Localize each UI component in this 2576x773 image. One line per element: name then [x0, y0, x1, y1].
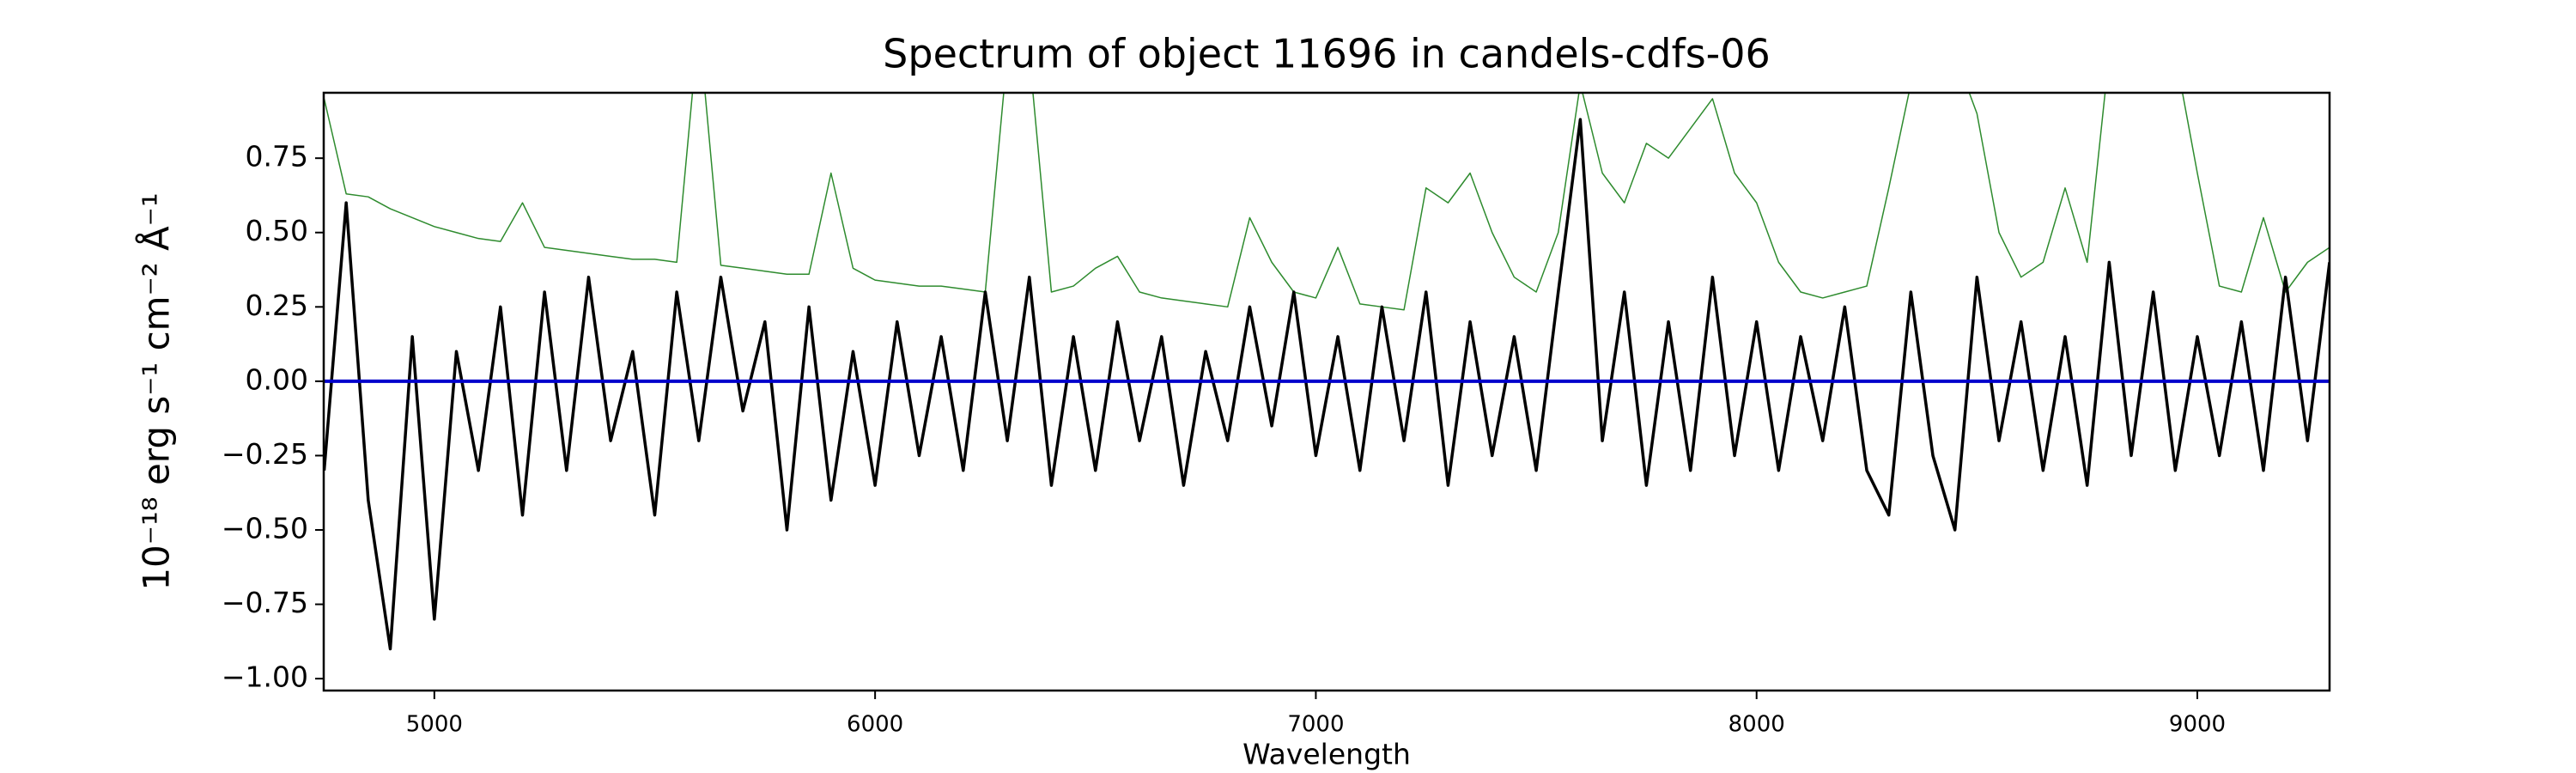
y-tick-label: 0.00	[246, 362, 308, 396]
y-tick-label: −1.00	[222, 660, 308, 694]
x-tick-label: 8000	[1728, 712, 1785, 738]
x-tick-label: 5000	[406, 712, 463, 738]
y-tick-label: 0.50	[246, 214, 308, 247]
x-tick-label: 9000	[2169, 712, 2226, 738]
y-tick-label: −0.25	[222, 437, 308, 471]
chart-title: Spectrum of object 11696 in candels-cdfs…	[883, 31, 1771, 77]
x-tick-label: 7000	[1287, 712, 1344, 738]
y-tick-label: 0.25	[246, 289, 308, 322]
y-tick-label: 0.75	[246, 140, 308, 173]
plot-lines	[324, 93, 2330, 651]
plot-frame	[322, 91, 2331, 692]
series-line	[324, 93, 2330, 311]
series-line	[324, 118, 2330, 651]
y-tick-label: −0.50	[222, 512, 308, 545]
y-axis-label: 10⁻¹⁸ erg s⁻¹ cm⁻² Å⁻¹	[135, 192, 178, 590]
x-tick-label: 6000	[847, 712, 903, 738]
y-tick-label: −0.75	[222, 586, 308, 619]
x-axis-label: Wavelength	[1242, 738, 1411, 771]
